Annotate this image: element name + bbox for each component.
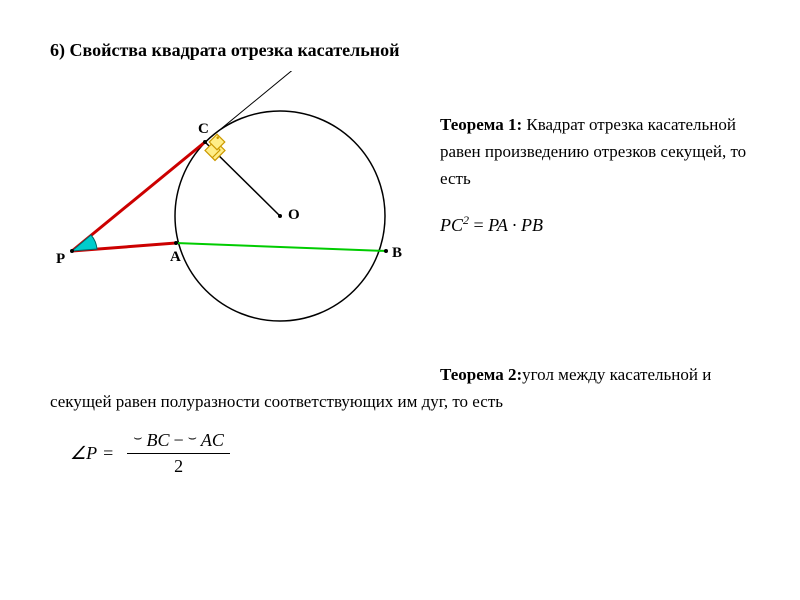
diagram-svg: C O P A B [50, 71, 430, 351]
label-p: P [56, 251, 65, 267]
arc-ac: AC [201, 430, 224, 451]
theorem1-text: Теорема 1: Квадрат отрезка касательной р… [440, 111, 750, 193]
theorem2-text-p1: угол между [522, 365, 605, 384]
arc-symbol-2: ⌣ [188, 431, 197, 447]
label-c: C [198, 121, 209, 137]
theorem2-text-p2: касательной и секущей равен полуразности… [50, 365, 711, 411]
center-dot [278, 214, 282, 218]
arc-bc: BC [147, 430, 170, 451]
theorem2-label: Теорема 2: [440, 365, 522, 384]
label-a: A [170, 249, 181, 265]
formula2-denominator: 2 [174, 454, 183, 477]
formula2-lhs: ∠P [70, 443, 97, 464]
point-p-dot [70, 249, 74, 253]
theorem2-block: Теорема 2:угол между касательной и секущ… [50, 361, 750, 415]
right-angle-c-marker [205, 134, 225, 160]
diagram: C O P A B [50, 71, 430, 351]
theorem2-formula: ∠P = ⌣ BC − ⌣ AC 2 [70, 430, 750, 477]
section-heading: 6) Свойства квадрата отрезка касательной [50, 40, 750, 61]
formula2-minus: − [174, 430, 184, 451]
label-b: B [392, 245, 402, 261]
formula2-numerator: ⌣ BC − ⌣ AC [127, 430, 230, 454]
theorem1-label: Теорема 1: [440, 115, 522, 134]
theorem1-formula: PC2 = PA · PB [440, 211, 750, 240]
theorem1-block: Теорема 1: Квадрат отрезка касательной р… [430, 71, 750, 239]
tangent-pc [72, 142, 205, 251]
point-a-dot [174, 241, 178, 245]
arc-symbol-1: ⌣ [133, 431, 142, 447]
tangent-extension-line [205, 71, 340, 142]
secant-ab [176, 243, 386, 251]
content-row: C O P A B Теорема 1: Квадрат отрезка кас… [50, 71, 750, 351]
point-b-dot [384, 249, 388, 253]
formula1-lhs: PC [440, 215, 463, 235]
angle-p-marker [72, 235, 97, 251]
formula1-eq: = [469, 215, 488, 235]
formula2-eq: = [103, 443, 113, 464]
formula1-rhs: PA · PB [488, 215, 543, 235]
point-c-dot [203, 140, 207, 144]
formula2-fraction: ⌣ BC − ⌣ AC 2 [127, 430, 230, 477]
label-o: O [288, 207, 300, 223]
